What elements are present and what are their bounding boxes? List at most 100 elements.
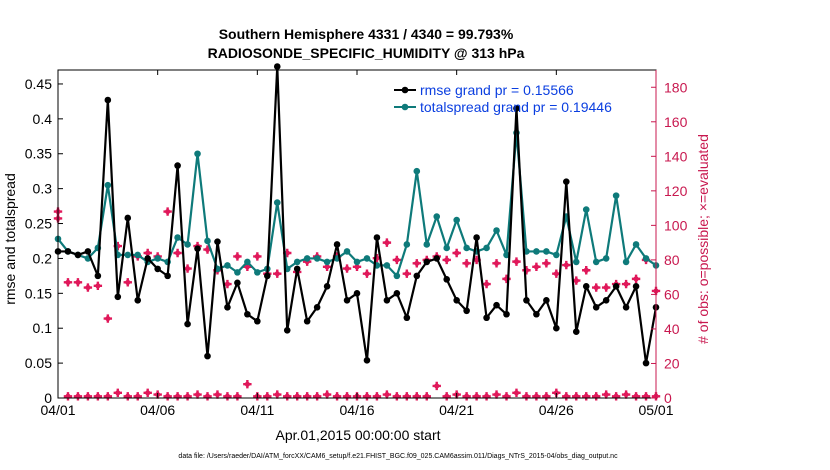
rmse-point: [612, 283, 620, 290]
spread-point: [174, 234, 181, 241]
obs-evaluated-point-core: [434, 383, 440, 389]
data-file-footnote: data file: /Users/raeder/DAI/ATM_forcXX/…: [178, 453, 618, 460]
obs-possible-point-core: [394, 257, 400, 263]
rmse-point: [383, 296, 391, 304]
rmse-point: [632, 283, 640, 290]
obs-possible-point-core: [184, 265, 191, 272]
y-tick-label: 0.3: [33, 181, 53, 197]
rmse-point: [104, 96, 112, 104]
x-axis-label: Apr.01,2015 00:00:00 start: [275, 427, 440, 443]
rmse-point: [64, 248, 72, 255]
spread-point: [353, 258, 361, 266]
spread-point: [642, 255, 650, 262]
spread-point: [612, 192, 620, 199]
spread-point: [293, 258, 301, 266]
rmse-point: [114, 293, 122, 301]
rmse-point: [194, 245, 201, 252]
rmse-point: [204, 352, 211, 360]
rmse-point: [184, 320, 191, 328]
obs-evaluated-point-core: [214, 391, 221, 398]
rmse-point: [403, 314, 411, 322]
legend-spread-label: totalspread grand pr = 0.19446: [420, 99, 612, 115]
obs-possible-point-core: [583, 267, 589, 273]
rmse-point: [533, 310, 540, 318]
obs-evaluated-point-core: [384, 391, 390, 398]
spread-point: [363, 255, 371, 262]
obs-evaluated-point-core: [513, 390, 520, 396]
rmse-point: [174, 162, 181, 169]
obs-possible-point-core: [623, 281, 629, 287]
rmse-point: [144, 255, 151, 262]
obs-possible-point-core: [533, 264, 540, 270]
rmse-point: [592, 303, 600, 311]
x-tick-label: 04/11: [240, 402, 274, 418]
rmse-point: [582, 283, 590, 290]
obs-possible-point-core: [145, 250, 151, 256]
rmse-point: [463, 307, 470, 315]
rmse-point: [333, 241, 341, 248]
rmse-point: [523, 296, 530, 304]
obs-possible-point-core: [85, 284, 91, 291]
legend-rmse-marker: [401, 86, 409, 94]
legend-spread-marker: [401, 103, 409, 111]
spread-point: [483, 244, 490, 252]
spread-point: [582, 206, 590, 213]
spread-point: [463, 244, 470, 252]
rmse-point: [503, 310, 510, 318]
obs-possible-point-core: [543, 260, 549, 266]
rmse-point: [154, 265, 161, 273]
rmse-point: [453, 296, 460, 304]
rmse-point: [563, 178, 570, 185]
legend-rmse-label: rmse grand pr = 0.15566: [420, 82, 574, 98]
obs-possible-point-core: [593, 284, 599, 291]
spread-point: [343, 248, 351, 255]
rmse-point: [602, 296, 610, 304]
spread-point: [553, 251, 560, 259]
x-tick-label: 05/01: [638, 402, 673, 418]
obs-possible-point-core: [165, 208, 171, 215]
rmse-point: [164, 272, 171, 280]
chart-legend: rmse grand pr = 0.15566 totalspread gran…: [394, 82, 612, 115]
spread-point: [393, 272, 401, 280]
spread-point: [244, 258, 251, 266]
rmse-point: [234, 279, 241, 287]
obs-possible-point-core: [354, 264, 360, 270]
x-tick-label: 04/06: [140, 402, 175, 418]
spread-point: [433, 213, 441, 220]
chart-axes: 04/01 04/06 04/11 04/16 04/21 04/26 05/0100.05…: [25, 69, 688, 418]
y2-tick-label: 20: [664, 355, 680, 371]
spread-point: [124, 251, 132, 259]
spread-point: [134, 251, 142, 259]
x-tick-label: 04/21: [439, 402, 474, 418]
rmse-point: [264, 272, 271, 280]
obs-possible-point-core: [244, 264, 250, 270]
rmse-point: [84, 248, 92, 255]
obs-possible-point-core: [573, 278, 579, 284]
y2-tick-label: 80: [664, 252, 680, 268]
y2-tick-label: 0: [664, 390, 672, 406]
rmse-point: [254, 317, 261, 325]
y-axis-label: rmse and totalspread: [2, 173, 18, 305]
obs-possible-point-core: [563, 262, 569, 268]
rmse-point: [493, 301, 500, 309]
rmse-point: [124, 214, 132, 222]
obs-possible-point-core: [234, 253, 240, 260]
obs-evaluated-point-core: [553, 390, 559, 396]
spread-point: [313, 255, 321, 262]
y-tick-label: 0.25: [25, 216, 52, 232]
y-tick-label: 0.45: [25, 76, 52, 92]
chart-title: Southern Hemisphere 4331 / 4340 = 99.793…: [219, 26, 514, 42]
obs-evaluated-point-core: [493, 391, 500, 398]
spread-point: [254, 269, 261, 276]
y2-tick-label: 100: [664, 217, 688, 233]
y-tick-label: 0.1: [33, 320, 53, 336]
y2-tick-label: 120: [664, 183, 688, 199]
rmse-point: [303, 317, 311, 325]
rmse-point: [483, 314, 490, 322]
rmse-point: [323, 283, 331, 290]
obs-possible-point-core: [274, 271, 280, 277]
spread-point: [154, 255, 161, 262]
obs-possible-point-core: [493, 260, 500, 266]
rmse-point: [622, 303, 630, 311]
